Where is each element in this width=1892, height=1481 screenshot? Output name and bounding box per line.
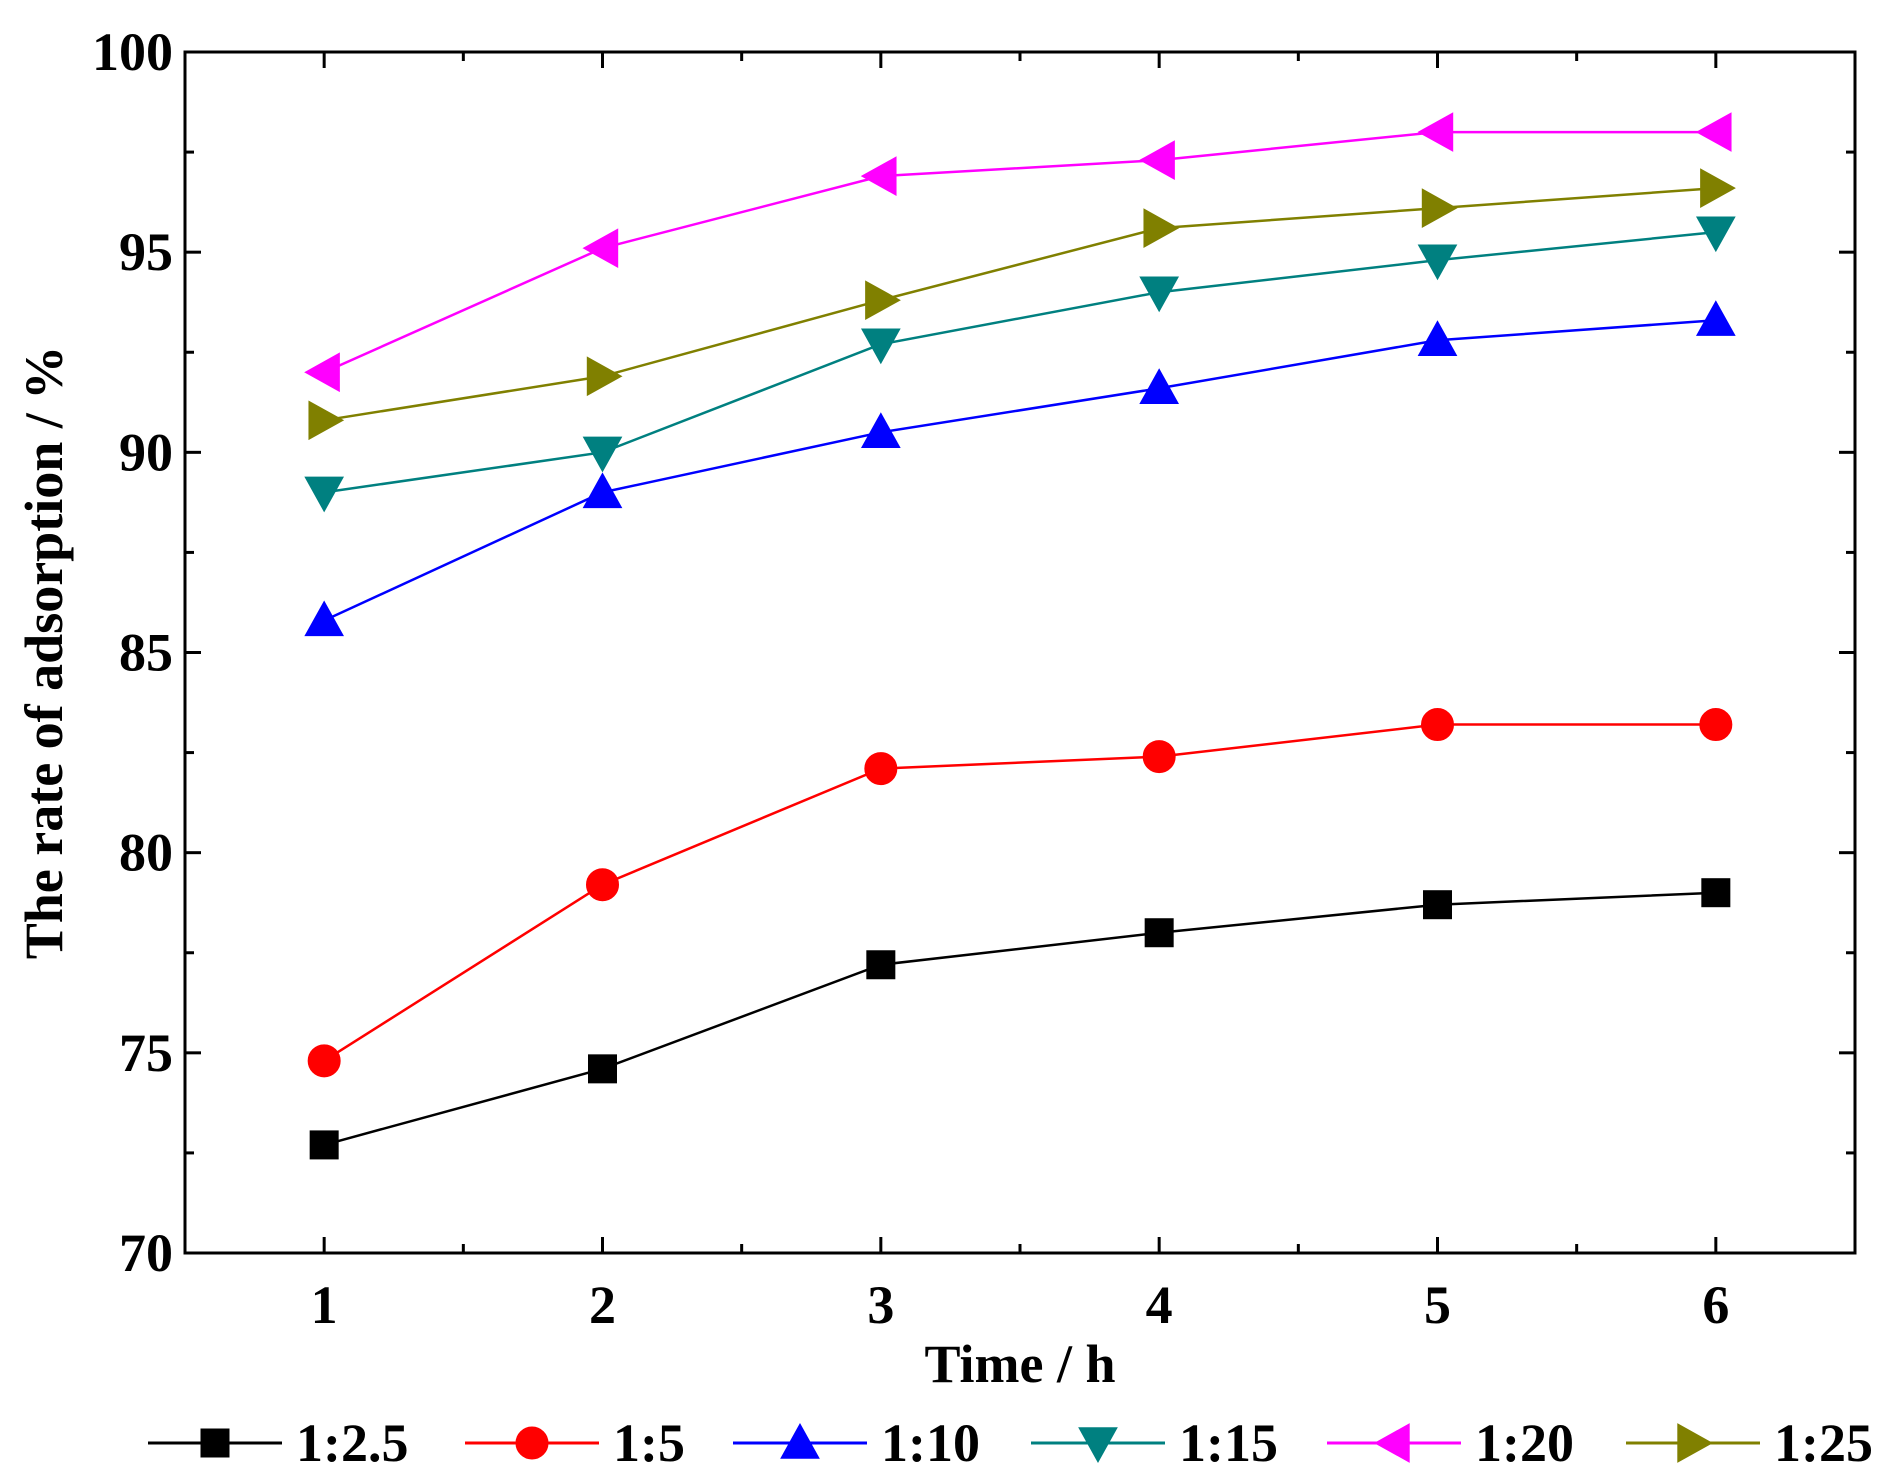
data-point-1:15	[1139, 276, 1180, 313]
data-point-1:25	[586, 356, 623, 397]
data-point-1:25	[1143, 208, 1180, 248]
x-tick-label: 2	[589, 1275, 616, 1335]
legend-label: 1:15	[1179, 1413, 1278, 1473]
data-point-1:10	[860, 412, 901, 449]
data-point-1:2.5	[866, 950, 896, 980]
legend-marker	[200, 1428, 230, 1458]
legend-item-1:20: 1:20	[1327, 1413, 1574, 1473]
legend-label: 1:5	[613, 1413, 685, 1473]
y-axis-ticks: 70 75 80 85 90 95 100	[92, 22, 1855, 1283]
legend-label: 1:2.5	[296, 1413, 408, 1473]
legend: 1:2.5 1:5 1:10 1:15 1:20 1:25	[148, 1413, 1873, 1473]
legend-item-1:25: 1:25	[1626, 1413, 1873, 1473]
data-point-1:25	[865, 280, 901, 321]
series-line-1:2.5	[323, 891, 1716, 1147]
y-tick-label: 100	[92, 22, 173, 82]
data-point-1:10	[1695, 300, 1736, 336]
data-point-1:2.5	[1144, 918, 1174, 948]
data-point-1:20	[860, 156, 897, 196]
data-point-1:15	[1417, 244, 1458, 281]
legend-marker	[1373, 1423, 1410, 1463]
data-point-1:15	[860, 328, 901, 365]
data-point-1:5	[307, 1044, 341, 1078]
legend-label: 1:20	[1475, 1413, 1574, 1473]
data-point-1:15	[304, 476, 345, 513]
plot-frame	[183, 50, 1857, 1255]
legend-item-1:15: 1:15	[1031, 1413, 1278, 1473]
data-point-1:5	[1699, 708, 1733, 742]
data-point-1:20	[304, 352, 340, 393]
plot-markers	[304, 112, 1736, 1160]
data-point-1:2.5	[588, 1054, 617, 1084]
legend-item-1:2.5: 1:2.5	[148, 1413, 408, 1473]
y-tick-label: 70	[119, 1223, 173, 1283]
x-tick-label: 4	[1146, 1275, 1173, 1335]
data-point-1:15	[1695, 216, 1736, 253]
x-axis-ticks: 1 2 3 4 5 6	[311, 52, 1729, 1335]
data-point-1:20	[1139, 140, 1175, 180]
data-point-1:10	[582, 472, 623, 509]
data-point-1:5	[586, 868, 619, 902]
data-point-1:25	[1421, 188, 1458, 228]
data-point-1:5	[1142, 740, 1176, 774]
legend-item-1:10: 1:10	[733, 1413, 980, 1473]
y-tick-label: 85	[119, 623, 173, 683]
data-point-1:10	[1417, 320, 1458, 356]
data-point-1:20	[1417, 112, 1454, 152]
x-axis-title: Time / h	[924, 1334, 1115, 1394]
legend-marker	[780, 1422, 820, 1459]
data-point-1:10	[304, 600, 345, 637]
data-point-1:2.5	[1701, 878, 1731, 908]
y-tick-label: 95	[119, 222, 173, 282]
x-tick-label: 6	[1702, 1275, 1729, 1335]
data-point-1:2.5	[1423, 890, 1452, 920]
data-point-1:20	[582, 228, 619, 269]
series-line-1:15	[323, 230, 1716, 494]
data-point-1:5	[1421, 708, 1454, 742]
series-line-1:25	[323, 186, 1716, 422]
legend-marker	[1078, 1427, 1118, 1464]
x-tick-label: 5	[1424, 1275, 1451, 1335]
y-tick-label: 80	[119, 823, 173, 883]
y-tick-label: 90	[119, 422, 173, 482]
legend-marker	[1677, 1423, 1714, 1463]
legend-label: 1:25	[1774, 1413, 1873, 1473]
data-point-1:25	[308, 400, 345, 441]
series-line-1:20	[323, 130, 1716, 374]
y-axis-title: The rate of adsorption / %	[14, 346, 74, 960]
legend-marker	[515, 1426, 549, 1460]
legend-label: 1:10	[881, 1413, 980, 1473]
data-point-1:25	[1700, 168, 1736, 208]
y-tick-label: 75	[119, 1023, 173, 1083]
data-point-1:10	[1139, 368, 1180, 404]
data-point-1:2.5	[309, 1130, 339, 1160]
legend-item-1:5: 1:5	[465, 1413, 685, 1473]
data-point-1:20	[1695, 112, 1732, 152]
plot-lines	[323, 130, 1716, 1147]
data-point-1:5	[864, 752, 898, 786]
x-tick-label: 3	[867, 1275, 894, 1335]
series-line-1:10	[323, 318, 1716, 622]
series-line-1:5	[323, 723, 1716, 1062]
data-point-1:15	[582, 436, 623, 473]
x-tick-label: 1	[311, 1275, 338, 1335]
